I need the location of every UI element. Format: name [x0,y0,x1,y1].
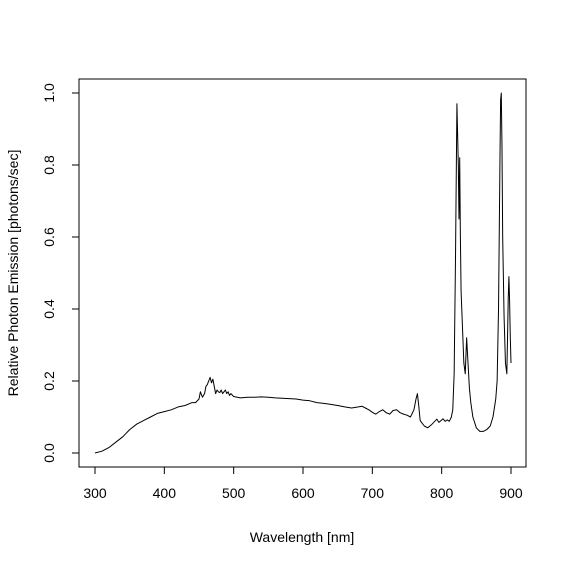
y-tick-label: 0.4 [41,299,57,319]
y-axis: 0.0 0.2 0.4 0.6 0.8 1.0 [41,83,79,463]
y-tick-label: 1.0 [41,83,57,103]
x-tick-label: 500 [222,485,246,501]
y-tick-label: 0.0 [41,443,57,463]
plot-frame [78,78,527,468]
x-axis: 300 400 500 600 700 800 900 [83,467,523,501]
x-tick-label: 600 [291,485,315,501]
series-line [94,92,512,454]
x-tick-label: 400 [153,485,177,501]
x-tick-label: 900 [499,485,523,501]
x-axis-label: Wavelength [nm] [250,529,355,545]
x-tick-label: 700 [361,485,385,501]
y-axis-label: Relative Photon Emission [photons/sec] [5,150,21,397]
y-tick-label: 0.8 [41,155,57,175]
y-tick-label: 0.2 [41,371,57,391]
x-tick-label: 800 [430,485,454,501]
y-tick-label: 0.6 [41,227,57,247]
x-tick-label: 300 [83,485,107,501]
